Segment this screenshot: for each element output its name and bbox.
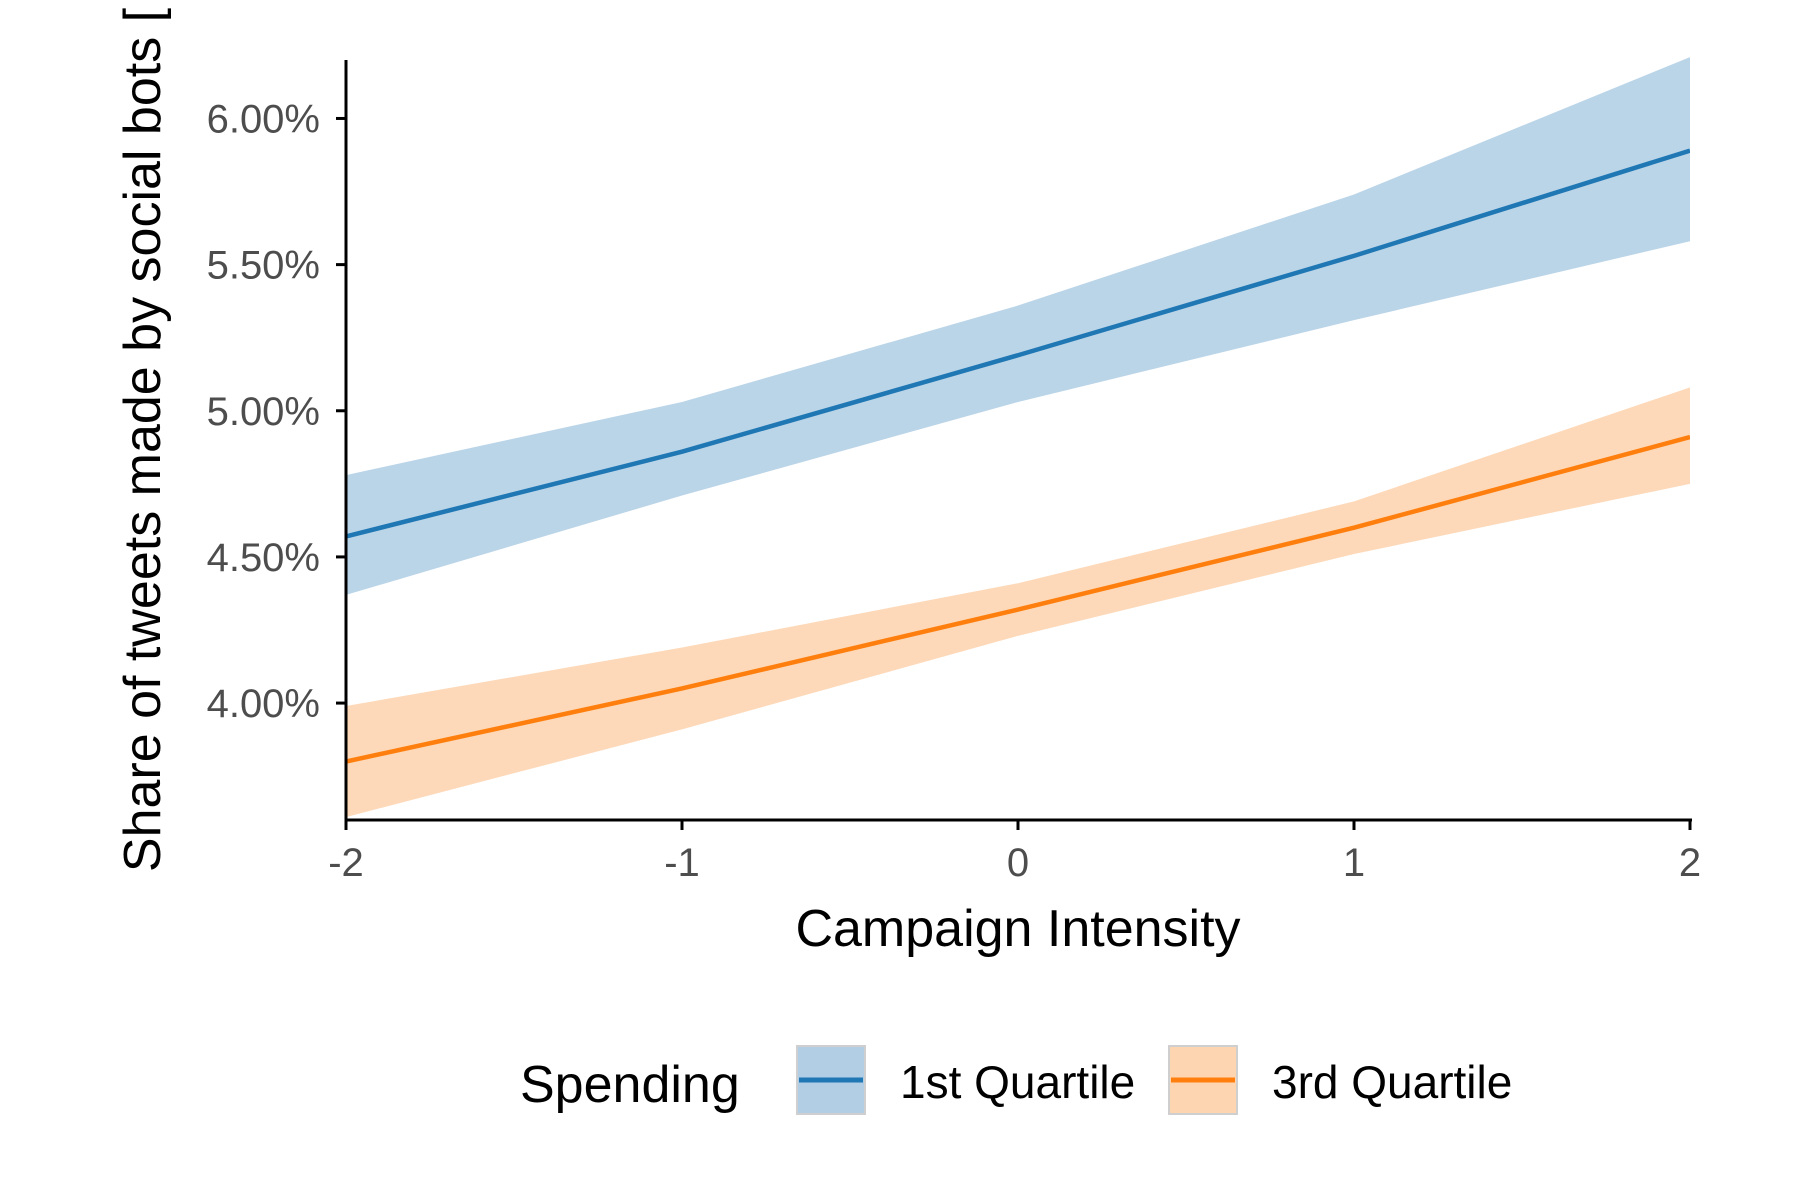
x-axis-title: Campaign Intensity [795, 900, 1240, 958]
x-axis-ticks: -2 -1 0 1 2 [328, 820, 1701, 885]
series-line-2 [346, 434, 1690, 764]
legend: Spending 1st Quartile 3rd Quartile [520, 1045, 1512, 1115]
legend-label-2: 3rd Quartile [1272, 1056, 1512, 1108]
x-tick-label: -1 [664, 841, 700, 885]
x-tick-label: -2 [328, 841, 364, 885]
confidence-band-1 [346, 57, 1690, 595]
y-tick-label: 4.50% [207, 536, 320, 580]
x-tick-label: 0 [1007, 841, 1029, 885]
y-tick-label: 5.00% [207, 390, 320, 434]
x-tick-label: 1 [1343, 841, 1365, 885]
y-tick-label: 6.00% [207, 97, 320, 141]
series-line-1 [346, 148, 1690, 539]
y-tick-label: 5.50% [207, 244, 320, 288]
confidence-band-2 [346, 387, 1690, 818]
y-axis-ticks: 4.00% 4.50% 5.00% 5.50% 6.00% [207, 97, 346, 726]
confidence-bands [346, 57, 1690, 818]
series-lines [346, 148, 1690, 764]
x-tick-label: 2 [1679, 841, 1701, 885]
legend-label-1: 1st Quartile [900, 1056, 1135, 1108]
y-axis-title: Share of tweets made by social bots [ [114, 7, 172, 872]
legend-title: Spending [520, 1056, 740, 1114]
y-tick-label: 4.00% [207, 682, 320, 726]
